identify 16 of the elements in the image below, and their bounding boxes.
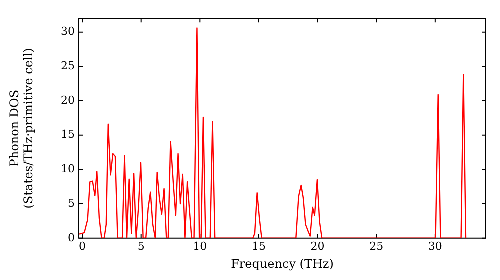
x-tick-label: 25 bbox=[370, 240, 384, 253]
x-tick-label: 15 bbox=[252, 240, 266, 253]
x-tick-label: 20 bbox=[310, 240, 325, 253]
y-axis-title: Phonon DOS (States/THz·primitive cell) bbox=[7, 48, 36, 209]
y-tick-label: 25 bbox=[61, 60, 75, 73]
x-tick-label: 5 bbox=[138, 240, 145, 253]
y-tick-label: 10 bbox=[61, 162, 75, 176]
x-tick-label: 0 bbox=[79, 240, 86, 253]
y-tick-label: 30 bbox=[61, 25, 75, 38]
y-tick-label: 15 bbox=[61, 128, 75, 142]
y-tick-label: 0 bbox=[68, 231, 75, 244]
y-tick-label: 5 bbox=[68, 196, 75, 210]
x-tick-label: 30 bbox=[428, 240, 442, 253]
y-tick-label: 20 bbox=[61, 94, 75, 107]
x-tick-label: 10 bbox=[193, 240, 208, 253]
x-axis-title: Frequency (THz) bbox=[231, 256, 334, 271]
